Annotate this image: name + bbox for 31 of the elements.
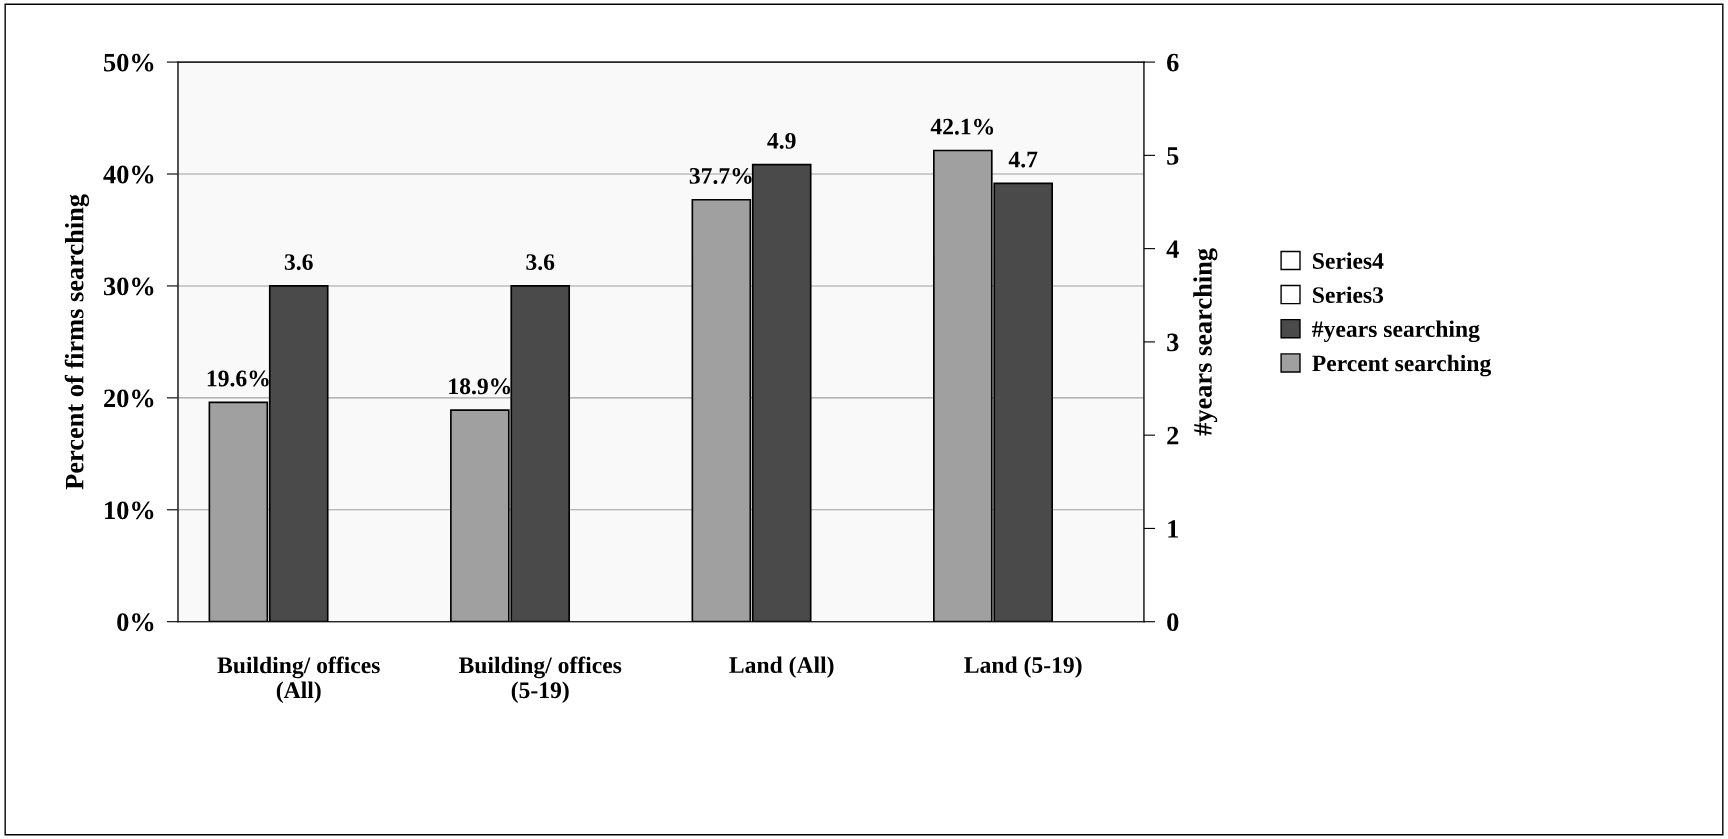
y2-tick-label: 1 <box>1168 520 1178 538</box>
x-tick-label: Land (5-19) <box>964 656 1082 678</box>
y-tick-label: 50% <box>104 53 154 72</box>
legend-label: Series4 <box>1313 252 1384 269</box>
data-label: 18.9% <box>449 378 511 395</box>
y2-tick-label: 4 <box>1166 240 1179 258</box>
legend-label: #years searching <box>1312 320 1480 343</box>
y2-tick-label: 2 <box>1167 426 1179 445</box>
y-tick-label: 40% <box>103 165 154 184</box>
x-tick-label: Building/ offices (All) <box>217 656 380 703</box>
y2-tick-label: 0 <box>1167 613 1179 632</box>
legend-label: Percent searching <box>1312 354 1492 377</box>
data-label: 19.6% <box>207 370 269 387</box>
y-axis-title: Percent of firms searching <box>64 194 90 490</box>
y2-axis-title: #years searching <box>1193 248 1218 436</box>
data-label: 3.6 <box>526 254 555 271</box>
data-label: 37.7% <box>689 167 752 184</box>
data-label: 4.9 <box>767 132 796 149</box>
data-label: 4.7 <box>1008 151 1038 168</box>
y-tick-label: 20% <box>104 389 154 408</box>
legend-label: Series3 <box>1313 286 1384 304</box>
y2-tick-label: 6 <box>1167 53 1179 72</box>
y-tick-label: 10% <box>105 501 154 520</box>
y-tick-label: 30% <box>103 277 154 296</box>
data-label: 3.6 <box>284 254 313 271</box>
y2-tick-label: 3 <box>1167 333 1179 352</box>
y2-tick-label: 5 <box>1167 147 1179 165</box>
y-tick-label: 0% <box>117 613 154 632</box>
x-tick-label: Building/ offices (5-19) <box>458 656 622 703</box>
data-label: 42.1% <box>930 118 994 135</box>
x-tick-label: Land (All) <box>729 656 834 678</box>
